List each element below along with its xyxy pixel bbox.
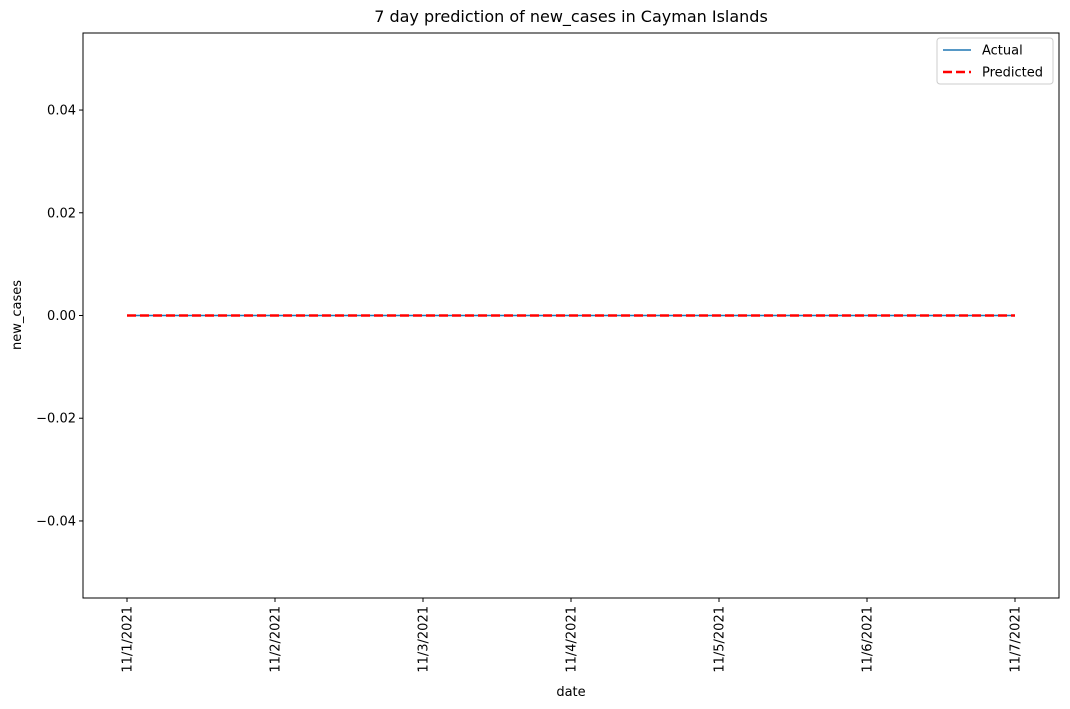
x-tick-label: 11/4/2021 (565, 606, 580, 673)
legend-label-predicted: Predicted (982, 66, 1043, 81)
x-tick-label: 11/7/2021 (1009, 606, 1024, 673)
x-tick-label: 11/5/2021 (713, 606, 728, 673)
x-tick-label: 11/6/2021 (861, 606, 876, 673)
y-axis-label: new_cases (10, 280, 25, 350)
y-tick-label: 0.04 (47, 104, 76, 119)
y-tick-label: −0.04 (36, 514, 76, 529)
legend-label-actual: Actual (982, 44, 1023, 59)
x-tick-label: 11/2/2021 (269, 606, 284, 673)
y-tick-label: −0.02 (36, 412, 76, 427)
y-tick-label: 0.02 (47, 206, 76, 221)
x-tick-label: 11/3/2021 (417, 606, 432, 673)
y-axis: −0.04 −0.02 0.00 0.02 0.04 (36, 104, 83, 529)
x-axis: 11/1/2021 11/2/2021 11/3/2021 11/4/2021 11/5… (121, 598, 1024, 673)
legend: Actual Predicted (936, 37, 1054, 85)
chart-title: 7 day prediction of new_cases in Cayman … (374, 7, 768, 27)
x-axis-label: date (556, 685, 585, 700)
y-tick-label: 0.00 (47, 309, 76, 324)
x-tick-label: 11/1/2021 (121, 606, 136, 673)
